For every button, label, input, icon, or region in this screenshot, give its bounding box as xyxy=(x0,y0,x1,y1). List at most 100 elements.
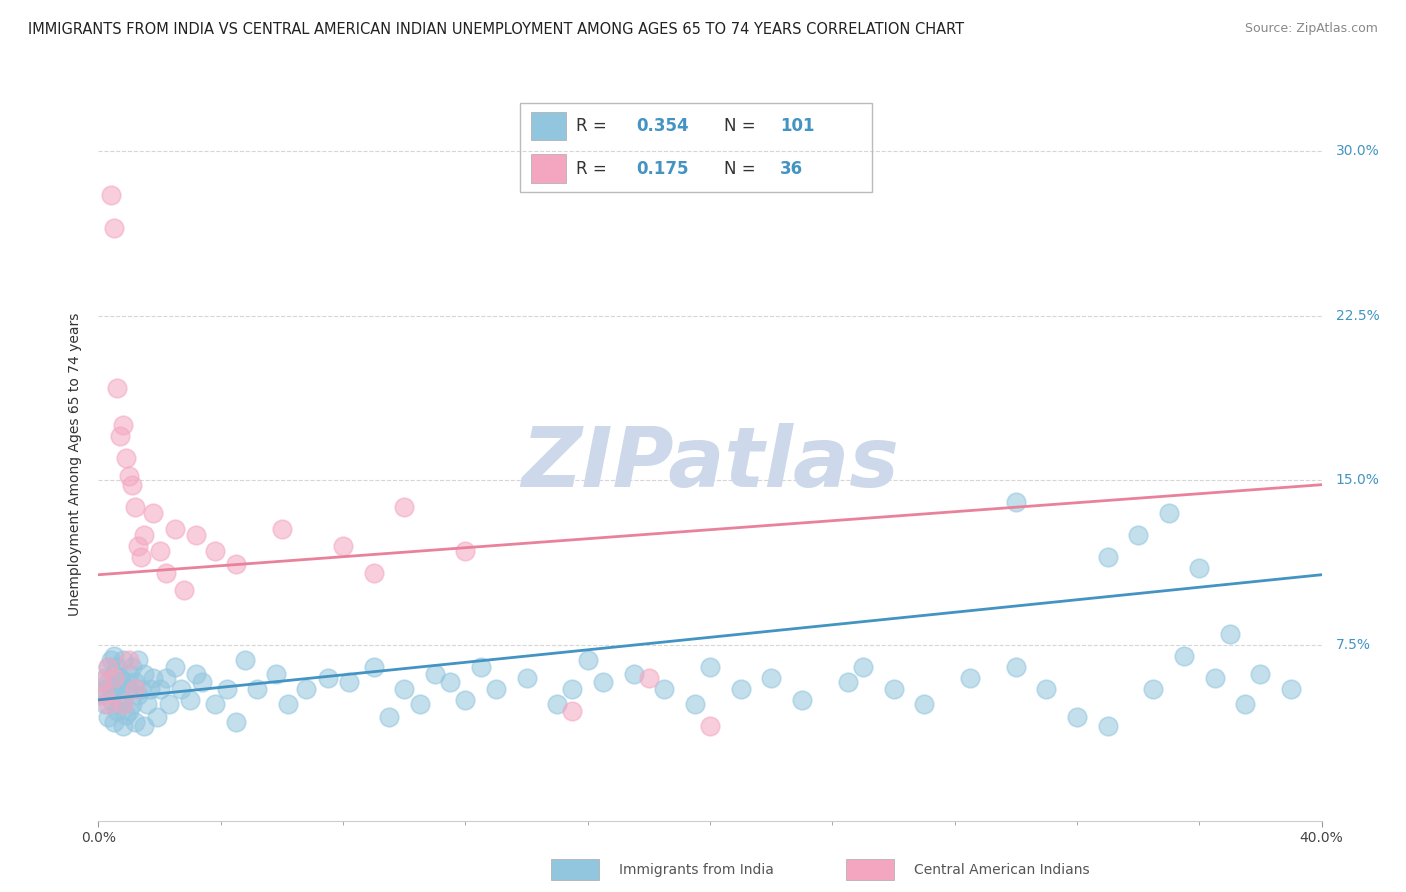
Point xyxy=(173,583,195,598)
Point xyxy=(637,671,661,685)
Point xyxy=(97,660,120,674)
Point xyxy=(127,653,149,667)
Text: 30.0%: 30.0% xyxy=(1336,144,1379,158)
Point xyxy=(118,704,141,718)
Point xyxy=(912,698,935,712)
Point xyxy=(561,704,583,718)
Text: 36: 36 xyxy=(780,160,803,178)
Point xyxy=(93,671,115,685)
Point xyxy=(170,681,193,696)
Point xyxy=(546,698,568,712)
Point xyxy=(392,500,416,514)
Point xyxy=(378,710,401,724)
Point xyxy=(127,539,149,553)
Y-axis label: Unemployment Among Ages 65 to 74 years: Unemployment Among Ages 65 to 74 years xyxy=(69,312,83,615)
Point xyxy=(97,660,120,674)
Point xyxy=(118,653,141,667)
Point xyxy=(129,550,152,565)
Point xyxy=(837,675,859,690)
Point xyxy=(149,543,172,558)
Point xyxy=(363,566,385,580)
Point xyxy=(100,681,122,696)
Text: 0.175: 0.175 xyxy=(637,160,689,178)
Point xyxy=(149,681,172,696)
Point xyxy=(139,681,162,696)
Point xyxy=(470,660,492,674)
Point xyxy=(115,451,138,466)
Point xyxy=(103,648,125,663)
Point xyxy=(100,693,122,707)
Text: 15.0%: 15.0% xyxy=(1336,474,1379,487)
Point xyxy=(1004,660,1026,674)
Point xyxy=(111,418,134,433)
Point xyxy=(121,698,143,712)
Point xyxy=(108,671,131,685)
Point xyxy=(759,671,782,685)
Point xyxy=(516,671,538,685)
Point xyxy=(118,666,141,681)
Point xyxy=(103,714,125,729)
Point xyxy=(157,698,180,712)
Point xyxy=(959,671,981,685)
Point xyxy=(623,666,645,681)
Point xyxy=(204,698,226,712)
Point xyxy=(592,675,614,690)
Point xyxy=(454,543,477,558)
Point xyxy=(408,698,430,712)
Point xyxy=(118,469,141,483)
Text: N =: N = xyxy=(724,117,761,135)
Point xyxy=(118,681,141,696)
Point xyxy=(142,671,165,685)
Point xyxy=(225,714,247,729)
Point xyxy=(204,543,226,558)
Point xyxy=(652,681,675,696)
Point xyxy=(115,708,138,723)
Point xyxy=(1066,710,1088,724)
Point xyxy=(1219,627,1241,641)
Point xyxy=(1204,671,1226,685)
Point xyxy=(270,522,292,536)
Point xyxy=(683,698,706,712)
Point xyxy=(332,539,354,553)
Point xyxy=(93,681,115,696)
Point xyxy=(111,719,134,733)
Point xyxy=(215,681,238,696)
Point xyxy=(124,675,146,690)
Point xyxy=(124,714,146,729)
Point xyxy=(105,675,128,690)
Point xyxy=(454,693,477,707)
Point xyxy=(1157,506,1180,520)
Point xyxy=(186,528,208,542)
Point xyxy=(127,689,149,703)
Text: R =: R = xyxy=(576,160,613,178)
Point xyxy=(97,675,120,690)
Point xyxy=(1188,561,1211,575)
Point xyxy=(115,675,138,690)
Point xyxy=(108,698,131,712)
Point xyxy=(124,681,146,696)
Point xyxy=(852,660,875,674)
Point xyxy=(134,528,156,542)
Text: 0.354: 0.354 xyxy=(637,117,689,135)
Point xyxy=(233,653,256,667)
Text: 101: 101 xyxy=(780,117,815,135)
Text: 7.5%: 7.5% xyxy=(1336,638,1371,652)
Point xyxy=(111,698,134,712)
Point xyxy=(1097,550,1119,565)
Point xyxy=(264,666,287,681)
Point xyxy=(561,681,583,696)
Text: Central American Indians: Central American Indians xyxy=(914,863,1090,877)
Point xyxy=(134,719,156,733)
Point xyxy=(1249,666,1271,681)
Point xyxy=(100,187,122,202)
Point xyxy=(1142,681,1164,696)
Point xyxy=(90,675,112,690)
Point xyxy=(93,698,115,712)
Point xyxy=(108,429,131,443)
Point xyxy=(179,693,201,707)
Point xyxy=(121,660,143,674)
Point xyxy=(1004,495,1026,509)
Point xyxy=(145,710,167,724)
Point xyxy=(363,660,385,674)
Bar xyxy=(531,112,565,140)
